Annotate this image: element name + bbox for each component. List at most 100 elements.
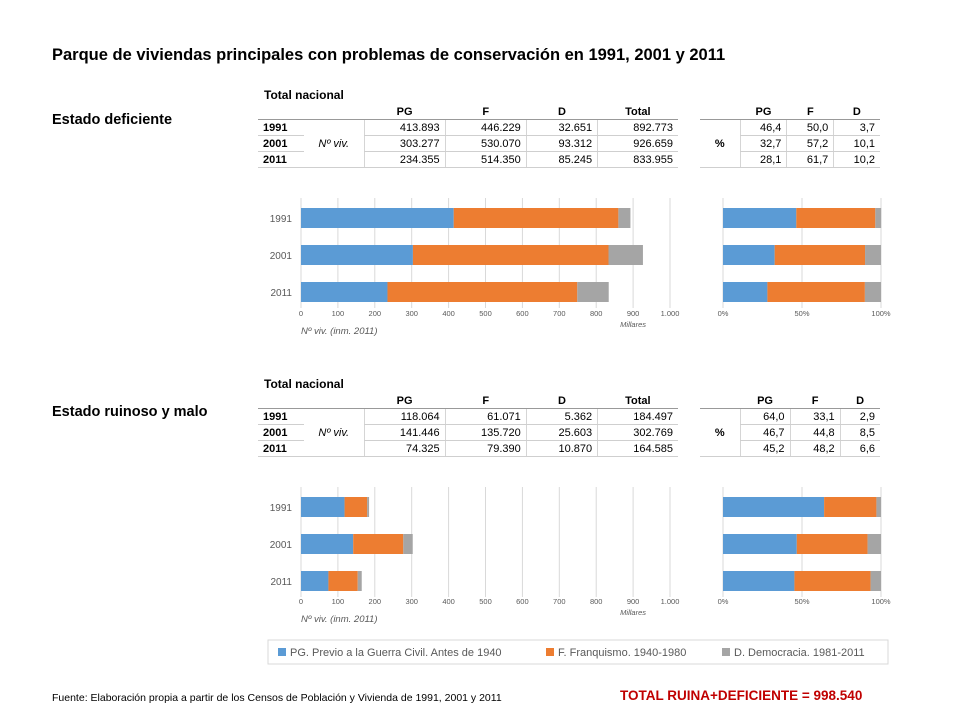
table-row: 2001 303.277 530.070 93.312 926.659: [258, 135, 678, 152]
table-title-ruinoso: Total nacional: [264, 377, 344, 391]
cell-total: 926.659: [597, 135, 678, 152]
percent-unit-label: %: [700, 119, 740, 168]
cell-d: 32.651: [525, 119, 598, 136]
col-header: D: [833, 104, 880, 120]
year-cell: 1991: [258, 119, 304, 136]
x-unit-label: Millares: [620, 608, 646, 617]
col-header: F: [790, 393, 841, 409]
bar-segment: [301, 245, 413, 265]
col-header: F: [786, 104, 834, 120]
bar-segment: [723, 208, 797, 228]
bar-segment: [301, 571, 329, 591]
x-tick-label: 0%: [718, 597, 729, 606]
cell-pct-f: 61,7: [786, 151, 834, 168]
cell-pg: 234.355: [363, 151, 446, 168]
bar-segment: [723, 534, 797, 554]
legend-swatch: [546, 648, 554, 656]
x-tick-label: 50%: [794, 597, 809, 606]
total-summary: TOTAL RUINA+DEFICIENTE = 998.540: [620, 688, 863, 703]
table-row: 2011 74.325 79.390 10.870 164.585: [258, 440, 678, 457]
col-header: PG: [740, 393, 791, 409]
legend-label: F. Franquismo. 1940-1980: [558, 647, 686, 659]
x-tick-label: 700: [553, 309, 566, 318]
year-cell: 2001: [258, 135, 304, 152]
col-header: F: [445, 104, 527, 120]
section-label-deficiente: Estado deficiente: [52, 112, 173, 128]
cell-pct-d: 2,9: [839, 408, 880, 425]
bar-segment: [344, 497, 368, 517]
x-tick-label: 900: [627, 597, 640, 606]
x-unit-label: Millares: [620, 320, 646, 329]
col-header: F: [445, 393, 527, 409]
year-cell: 2011: [258, 440, 304, 457]
cell-pct-f: 48,2: [789, 440, 841, 457]
x-tick-label: 50%: [794, 309, 809, 318]
x-axis-label: Nº viv. (inm. 2011): [301, 614, 378, 625]
x-tick-label: 300: [405, 597, 418, 606]
bar-segment: [453, 208, 619, 228]
cell-pct-pg: 64,0: [739, 408, 791, 425]
table-row: 32,7 57,2 10,1: [700, 135, 880, 152]
percent-unit-label: %: [700, 408, 740, 457]
col-header: D: [526, 104, 598, 120]
cell-f: 61.071: [444, 408, 527, 425]
bar-segment: [774, 245, 866, 265]
bar-segment: [577, 282, 609, 302]
x-tick-label: 200: [369, 597, 382, 606]
bar-segment: [357, 571, 362, 591]
cell-pct-d: 3,7: [833, 119, 880, 136]
table-row: 46,7 44,8 8,5: [700, 424, 880, 441]
table-percent-deficiente: PG F D % 46,4 50,0 3,7 32,7 57,2 10,1 28…: [700, 104, 880, 168]
cell-d: 5.362: [525, 408, 598, 425]
bar-segment: [723, 282, 768, 302]
col-header: Total: [597, 393, 678, 409]
bar-segment: [796, 534, 868, 554]
bar-segment: [767, 282, 865, 302]
bar-segment: [387, 282, 578, 302]
cell-total: 184.497: [597, 408, 678, 425]
x-tick-label: 500: [479, 597, 492, 606]
cell-pct-f: 57,2: [786, 135, 834, 152]
bar-segment: [824, 497, 877, 517]
cell-total: 302.769: [597, 424, 678, 441]
table-absolute-ruinoso: PG F D Total 1991 Nº viv. 118.064 61.071…: [258, 393, 678, 457]
y-tick-label: 2001: [270, 251, 293, 262]
cell-pg: 141.446: [363, 424, 446, 441]
legend-label: D. Democracia. 1981-2011: [734, 647, 865, 659]
col-header: D: [840, 393, 880, 409]
x-tick-label: 100%: [871, 597, 891, 606]
cell-d: 25.603: [525, 424, 598, 441]
bar-segment: [875, 208, 882, 228]
col-header: PG: [364, 104, 446, 120]
x-tick-label: 0: [299, 309, 303, 318]
bar-segment: [867, 534, 881, 554]
y-tick-label: 1991: [270, 503, 293, 514]
col-header: Total: [597, 104, 678, 120]
legend-label: PG. Previo a la Guerra Civil. Antes de 1…: [290, 647, 502, 659]
table-percent-ruinoso: PG F D % 64,0 33,1 2,9 46,7 44,8 8,5 45,…: [700, 393, 880, 457]
cell-d: 10.870: [525, 440, 598, 457]
legend-swatch: [278, 648, 286, 656]
bar-segment: [353, 534, 404, 554]
x-tick-label: 800: [590, 597, 603, 606]
cell-pct-pg: 46,7: [739, 424, 791, 441]
cell-pg: 413.893: [363, 119, 446, 136]
x-tick-label: 100: [332, 597, 345, 606]
bar-segment: [876, 497, 881, 517]
bar-segment: [865, 245, 881, 265]
unit-label: Nº viv.: [304, 119, 364, 168]
cell-total: 833.955: [597, 151, 678, 168]
col-header: D: [526, 393, 598, 409]
x-tick-label: 400: [442, 597, 455, 606]
cell-pct-pg: 32,7: [739, 135, 787, 152]
table-row: 2001 141.446 135.720 25.603 302.769: [258, 424, 678, 441]
table-title-deficiente: Total nacional: [264, 88, 344, 102]
x-tick-label: 400: [442, 309, 455, 318]
cell-pct-d: 10,2: [833, 151, 880, 168]
bar-segment: [794, 571, 871, 591]
bar-segment: [870, 571, 881, 591]
table-row: % 46,4 50,0 3,7: [700, 119, 880, 168]
bar-segment: [301, 497, 345, 517]
cell-pct-f: 50,0: [786, 119, 834, 136]
